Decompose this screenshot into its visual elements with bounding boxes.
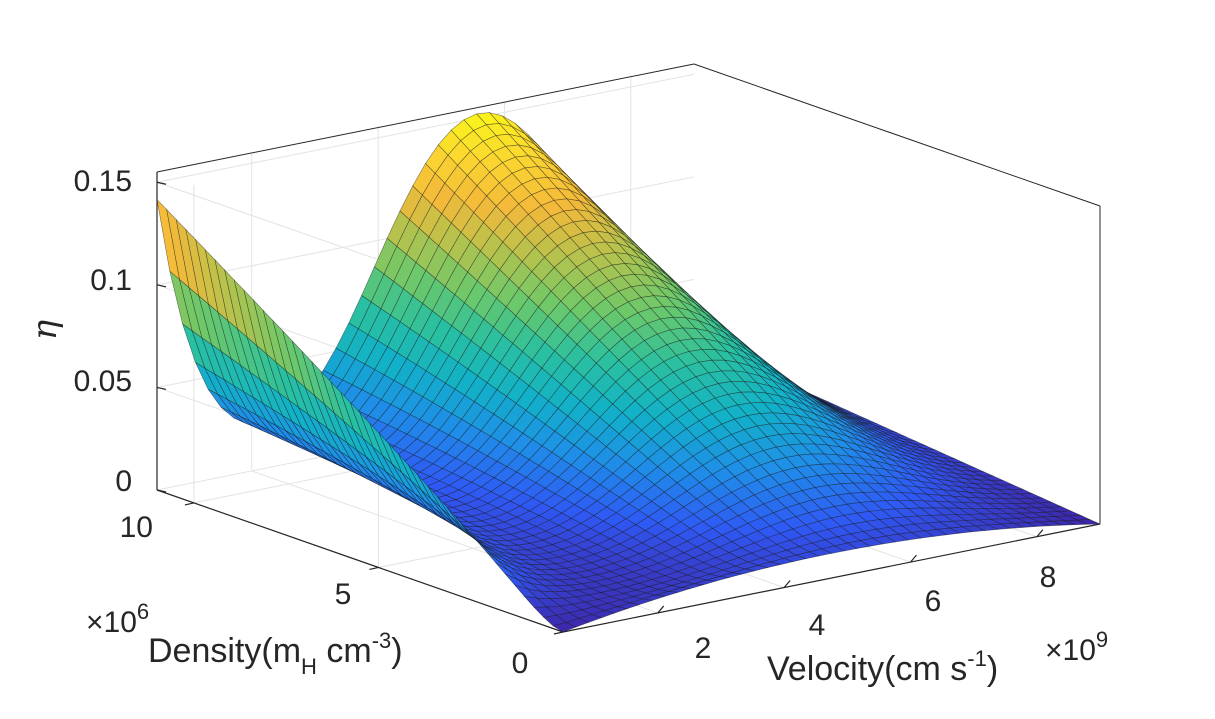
x-exponent-power: 9 — [1096, 627, 1108, 652]
y-label-sup: -3 — [372, 628, 392, 653]
z-tick-mark — [156, 181, 167, 185]
y-tick-label: 5 — [335, 578, 352, 611]
x-axis-label: Velocity(cm s-1) — [767, 646, 998, 688]
y-label-mid: cm — [317, 632, 372, 670]
surface-mesh — [156, 112, 1101, 633]
x-tick-label: 4 — [809, 609, 826, 642]
x-label-end: ) — [987, 650, 998, 688]
y-tick-mark — [369, 566, 379, 571]
grid-line — [156, 73, 695, 183]
tick-marks — [156, 181, 1044, 635]
z-tick-mark — [156, 489, 167, 493]
z-tick-mark — [156, 284, 167, 288]
y-tick-mark — [184, 502, 195, 506]
y-tick-mark — [553, 631, 564, 635]
x-label-main: Velocity(cm s — [767, 650, 967, 688]
y-label-end: ) — [391, 632, 402, 670]
y-label-main: Density(m — [148, 632, 301, 670]
x-exponent-base: ×10 — [1045, 634, 1096, 667]
x-tick-mark — [657, 605, 665, 614]
x-axis-exponent: ×109 — [1045, 627, 1108, 667]
box-edge — [693, 63, 1101, 207]
y-axis-label: Density(mH cm-3) — [148, 628, 403, 679]
y-exponent-base: ×10 — [86, 606, 137, 639]
z-tick-label: 0.1 — [90, 264, 132, 297]
y-label-sub: H — [301, 654, 317, 679]
x-axis-line — [562, 523, 1101, 633]
x-tick-mark — [910, 554, 917, 563]
y-axis-line — [156, 489, 564, 633]
z-tick-label: 0.15 — [74, 165, 132, 198]
x-tick-mark — [783, 580, 791, 588]
z-tick-label: 0 — [115, 465, 132, 498]
z-tick-mark — [156, 386, 167, 391]
y-exponent-power: 6 — [137, 599, 149, 624]
x-tick-label: 6 — [925, 585, 942, 618]
box-edge — [156, 63, 695, 173]
surface-patch — [552, 621, 577, 633]
y-axis-exponent: ×106 — [86, 599, 149, 639]
y-tick-label: 10 — [120, 511, 153, 544]
x-label-sup: -1 — [967, 646, 987, 671]
x-tick-label: 8 — [1040, 561, 1057, 594]
z-axis-label: η — [25, 319, 65, 340]
x-tick-label: 2 — [695, 632, 712, 665]
z-tick-label: 0.05 — [74, 365, 132, 398]
x-tick-mark — [1036, 529, 1044, 538]
y-tick-label: 0 — [512, 647, 529, 680]
axis-box — [156, 63, 1101, 633]
